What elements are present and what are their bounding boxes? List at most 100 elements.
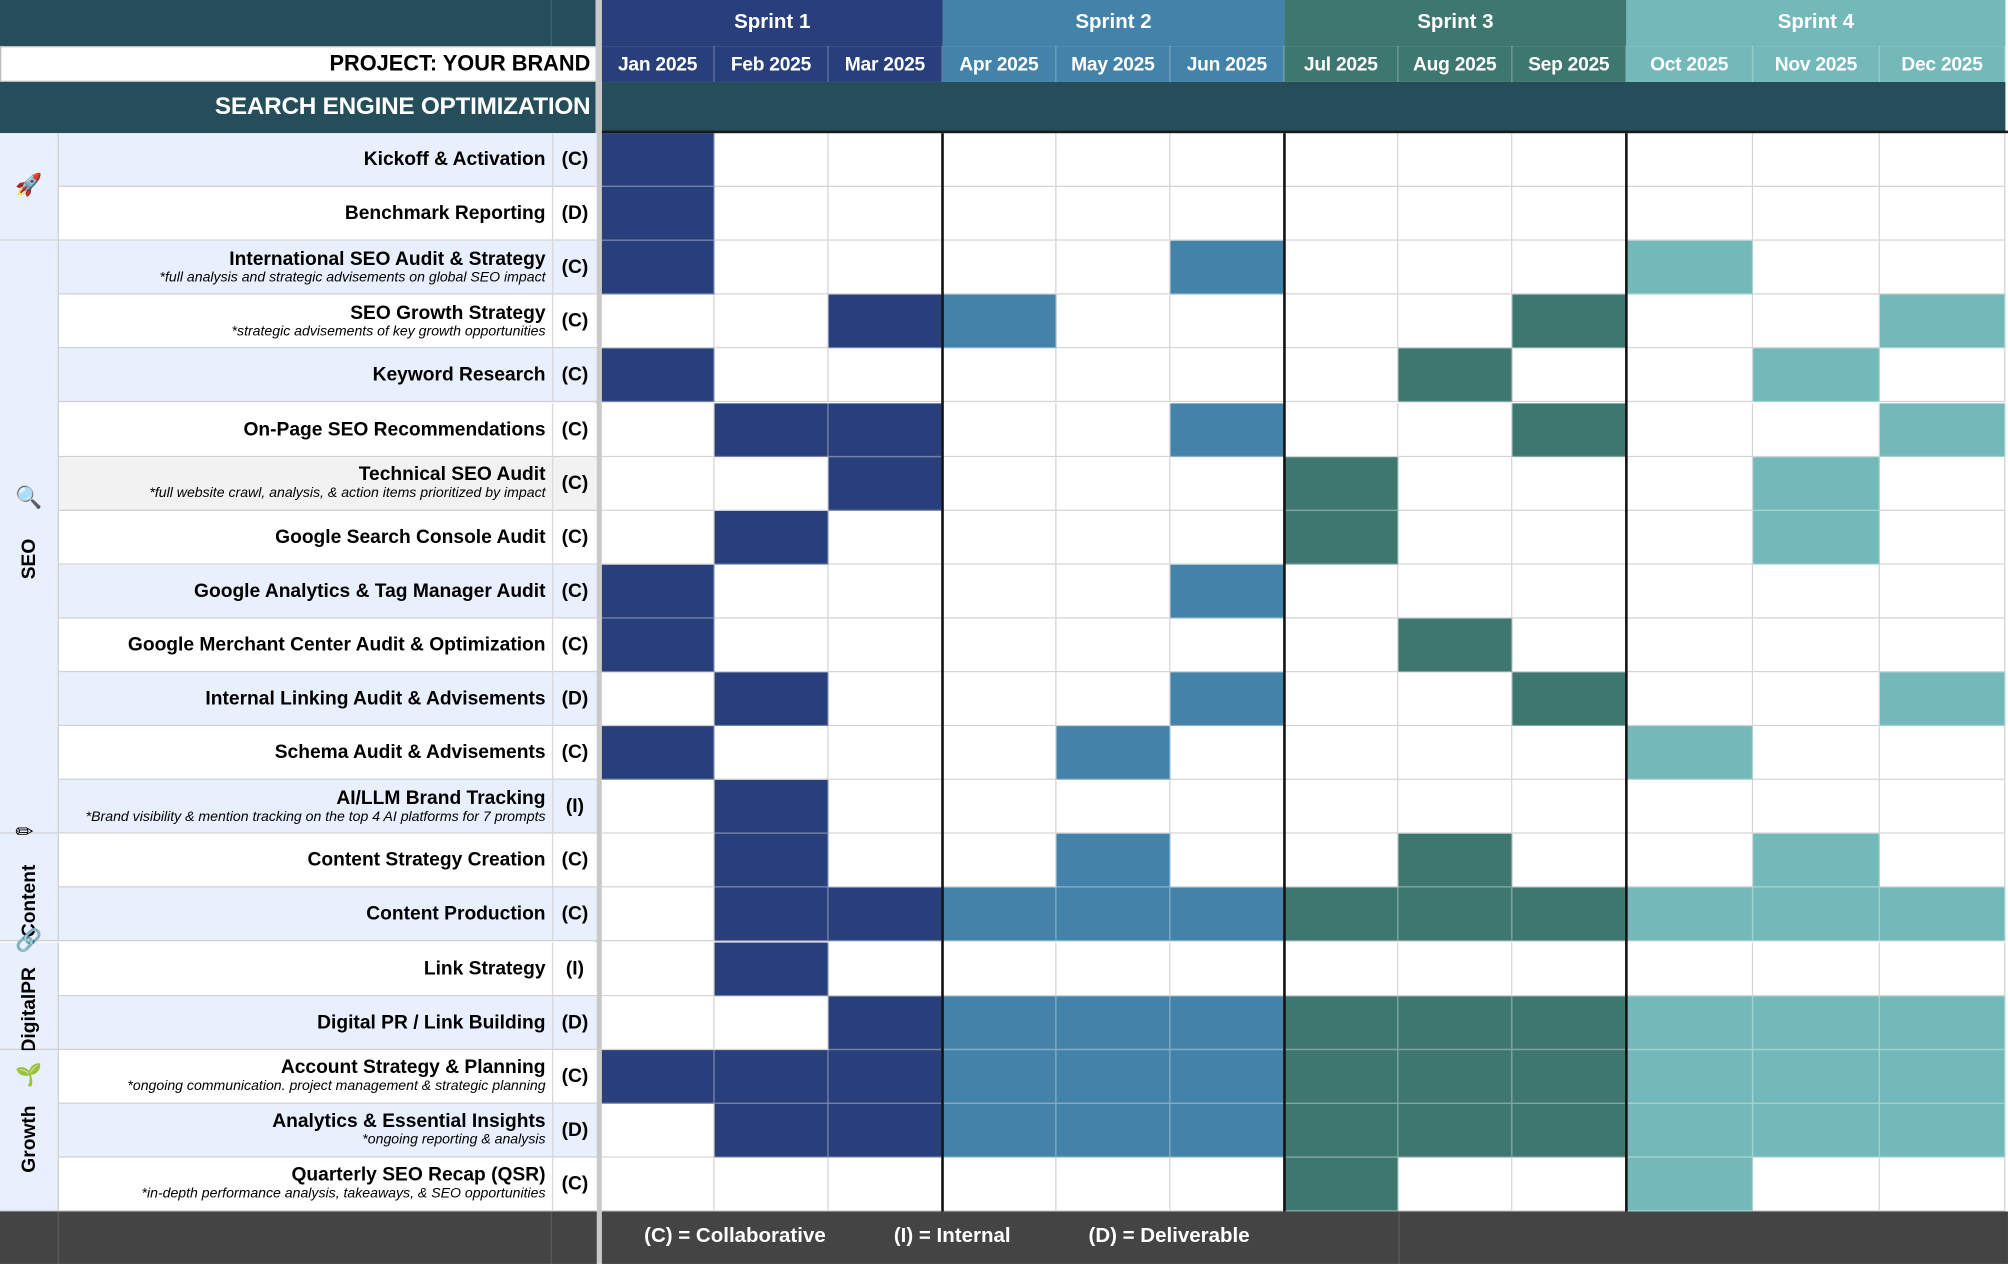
task-type-cell[interactable]: (I)	[551, 941, 597, 996]
timeline-cell[interactable]	[1753, 564, 1880, 619]
timeline-cell[interactable]	[714, 726, 829, 781]
timeline-cell[interactable]	[1753, 402, 1880, 457]
timeline-bar[interactable]	[1512, 1049, 1627, 1104]
timeline-cell[interactable]	[1170, 726, 1285, 781]
timeline-cell[interactable]	[828, 941, 943, 996]
timeline-bar[interactable]	[828, 456, 943, 511]
task-name-cell[interactable]: Google Search Console Audit	[58, 510, 552, 565]
task-type-cell[interactable]: (C)	[551, 133, 597, 188]
freeze-pane-divider[interactable]	[595, 0, 602, 1264]
timeline-cell[interactable]	[601, 834, 715, 888]
timeline-bar[interactable]	[1056, 834, 1171, 888]
timeline-cell[interactable]	[714, 294, 829, 349]
timeline-cell[interactable]	[942, 348, 1057, 403]
timeline-cell[interactable]	[1398, 780, 1513, 835]
task-name-cell[interactable]: Internal Linking Audit & Advisements	[58, 672, 552, 727]
timeline-cell[interactable]	[1753, 780, 1880, 835]
task-name-cell[interactable]: Keyword Research	[58, 348, 552, 403]
task-type-cell[interactable]: (C)	[551, 294, 597, 349]
timeline-bar[interactable]	[1626, 1157, 1754, 1212]
timeline-bar[interactable]	[1753, 1103, 1880, 1158]
timeline-cell[interactable]	[1879, 456, 2006, 511]
task-type-cell[interactable]: (C)	[551, 726, 597, 781]
timeline-bar[interactable]	[601, 1049, 715, 1104]
timeline-cell[interactable]	[1626, 402, 1754, 457]
timeline-bar[interactable]	[1626, 726, 1754, 781]
timeline-cell[interactable]	[942, 618, 1057, 673]
month-header[interactable]: Dec 2025	[1879, 46, 2006, 82]
timeline-bar[interactable]	[1398, 348, 1513, 403]
task-type-cell[interactable]: (C)	[551, 348, 597, 403]
task-name-cell[interactable]: Analytics & Essential Insights *ongoing r…	[58, 1103, 552, 1158]
timeline-cell[interactable]	[1512, 834, 1627, 888]
month-header[interactable]: Mar 2025	[828, 46, 943, 82]
month-header[interactable]: May 2025	[1056, 46, 1171, 82]
timeline-bar[interactable]	[1753, 887, 1880, 942]
timeline-cell[interactable]	[1284, 187, 1399, 241]
timeline-bar[interactable]	[1056, 726, 1171, 781]
timeline-bar[interactable]	[1398, 1049, 1513, 1104]
task-type-cell[interactable]: (D)	[551, 672, 597, 727]
timeline-cell[interactable]	[601, 456, 715, 511]
timeline-bar[interactable]	[601, 240, 715, 295]
timeline-bar[interactable]	[1753, 456, 1880, 511]
task-name-cell[interactable]: Digital PR / Link Building	[58, 995, 552, 1050]
timeline-bar[interactable]	[1170, 887, 1285, 942]
timeline-cell[interactable]	[1284, 726, 1399, 781]
timeline-cell[interactable]	[1512, 1157, 1627, 1212]
timeline-cell[interactable]	[1879, 564, 2006, 619]
timeline-cell[interactable]	[1398, 564, 1513, 619]
month-header[interactable]: Apr 2025	[942, 46, 1057, 82]
timeline-cell[interactable]	[828, 1157, 943, 1212]
timeline-cell[interactable]	[601, 887, 715, 942]
timeline-cell[interactable]	[1398, 240, 1513, 295]
task-type-cell[interactable]: (D)	[551, 1103, 597, 1158]
timeline-bar[interactable]	[601, 564, 715, 619]
timeline-cell[interactable]	[601, 510, 715, 565]
timeline-cell[interactable]	[1398, 510, 1513, 565]
timeline-bar[interactable]	[601, 133, 715, 188]
timeline-cell[interactable]	[1512, 187, 1627, 241]
timeline-bar[interactable]	[1512, 672, 1627, 727]
timeline-cell[interactable]	[1056, 672, 1171, 727]
month-header[interactable]: Aug 2025	[1398, 46, 1513, 82]
timeline-cell[interactable]	[1170, 348, 1285, 403]
timeline-cell[interactable]	[942, 834, 1057, 888]
timeline-bar[interactable]	[1056, 1103, 1171, 1158]
timeline-cell[interactable]	[828, 187, 943, 241]
timeline-bar[interactable]	[1170, 1049, 1285, 1104]
timeline-cell[interactable]	[1879, 510, 2006, 565]
timeline-bar[interactable]	[1170, 402, 1285, 457]
month-header[interactable]: Jan 2025	[601, 46, 715, 82]
timeline-bar[interactable]	[1879, 402, 2006, 457]
timeline-bar[interactable]	[1170, 240, 1285, 295]
timeline-bar[interactable]	[714, 672, 829, 727]
task-name-cell[interactable]: AI/LLM Brand Tracking *Brand visibility &…	[58, 780, 552, 835]
timeline-cell[interactable]	[1512, 348, 1627, 403]
timeline-cell[interactable]	[1753, 1157, 1880, 1212]
timeline-bar[interactable]	[714, 1103, 829, 1158]
timeline-bar[interactable]	[1626, 1049, 1754, 1104]
sprint-header[interactable]: Sprint 1	[601, 0, 943, 47]
timeline-cell[interactable]	[1398, 187, 1513, 241]
timeline-cell[interactable]	[1626, 834, 1754, 888]
timeline-cell[interactable]	[714, 133, 829, 188]
timeline-bar[interactable]	[1879, 995, 2006, 1050]
timeline-cell[interactable]	[1879, 240, 2006, 295]
timeline-cell[interactable]	[1879, 348, 2006, 403]
timeline-cell[interactable]	[1170, 834, 1285, 888]
timeline-bar[interactable]	[1512, 294, 1627, 349]
timeline-cell[interactable]	[601, 1103, 715, 1158]
task-type-cell[interactable]: (C)	[551, 402, 597, 457]
timeline-bar[interactable]	[1398, 1103, 1513, 1158]
task-name-cell[interactable]: Kickoff & Activation	[58, 133, 552, 188]
timeline-cell[interactable]	[1170, 133, 1285, 188]
timeline-bar[interactable]	[1284, 510, 1399, 565]
timeline-cell[interactable]	[1398, 941, 1513, 996]
task-name-cell[interactable]: Content Production	[58, 887, 552, 942]
timeline-bar[interactable]	[601, 726, 715, 781]
timeline-cell[interactable]	[1056, 348, 1171, 403]
task-name-cell[interactable]: Quarterly SEO Recap (QSR) *in-depth perfo…	[58, 1157, 552, 1212]
timeline-cell[interactable]	[1512, 456, 1627, 511]
timeline-cell[interactable]	[601, 672, 715, 727]
